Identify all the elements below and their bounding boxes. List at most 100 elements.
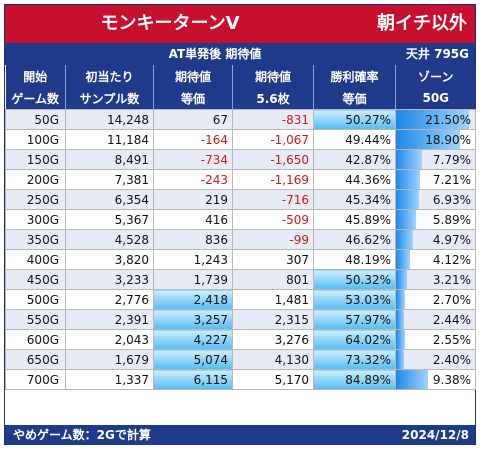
start-game-cell-value: 250G	[26, 192, 59, 207]
win-rate-cell: 44.36%	[313, 169, 396, 190]
win-rate-cell-value: 50.27%	[345, 112, 391, 127]
header-samples: 初当たり	[65, 65, 154, 87]
start-game-cell-value: 150G	[26, 152, 59, 167]
ev-56-cell: 2,315	[232, 309, 314, 330]
zone-cell-value: 2.44%	[432, 312, 471, 327]
win-rate-cell: 57.97%	[313, 309, 396, 330]
zone-cell: 2.44%	[395, 309, 476, 330]
win-rate-cell: 50.32%	[313, 269, 396, 290]
zone-rate-bar	[396, 250, 410, 269]
start-game-cell-value: 550G	[26, 312, 59, 327]
footer-bar: やめゲーム数：2Gで計算 2024/12/8	[5, 425, 475, 445]
zone-cell: 9.38%	[395, 369, 476, 390]
ev-equal-cell-value: 5,074	[193, 352, 228, 367]
ev-equal-cell: 67	[153, 109, 233, 130]
samples-cell-value: 6,354	[114, 192, 149, 207]
ev-56-cell: 3,276	[232, 329, 314, 350]
win-rate-cell: 46.62%	[313, 229, 396, 250]
ev-equal-cell-value: 3,257	[193, 312, 228, 327]
table-row: 600G 2,043 4,227 3,276 64.02% 2.55%	[5, 329, 476, 350]
win-rate-cell-value: 57.97%	[345, 312, 391, 327]
win-rate-cell-value: 53.03%	[345, 292, 391, 307]
zone-rate-bar	[396, 330, 405, 349]
table-row: 400G 3,820 1,243 307 48.19% 4.12%	[5, 249, 476, 270]
win-rate-cell: 50.27%	[313, 109, 396, 130]
table-row: 300G 5,367 416 -509 45.89% 5.89%	[5, 209, 476, 230]
win-rate-cell-value: 45.34%	[345, 192, 391, 207]
zone-cell-value: 2.55%	[432, 332, 471, 347]
zone-rate-bar	[396, 370, 428, 389]
zone-rate-bar	[396, 110, 469, 129]
title-bar: モンキーターンV 朝イチ以外	[5, 5, 475, 43]
samples-cell: 11,184	[65, 129, 154, 150]
ev-56-cell: -1,650	[232, 149, 314, 170]
win-rate-cell: 64.02%	[313, 329, 396, 350]
samples-cell-value: 1,679	[114, 352, 149, 367]
header-ev-equal: 期待値	[153, 65, 233, 87]
start-game-cell: 200G	[5, 169, 66, 190]
expected-value-sheet: モンキーターンV 朝イチ以外 AT単発後 期待値 天井 795G 開始 初当たり…	[4, 4, 476, 445]
ceiling-label: 天井 795G	[405, 47, 469, 61]
zone-cell-value: 4.12%	[432, 252, 471, 267]
ev-56-cell-value: -509	[281, 212, 309, 227]
zone-cell-value: 18.90%	[425, 132, 471, 147]
win-rate-cell-value: 45.89%	[345, 212, 391, 227]
zone-cell: 21.50%	[395, 109, 476, 130]
section-bar: AT単発後 期待値 天井 795G	[5, 43, 475, 65]
zone-cell-value: 4.97%	[432, 232, 471, 247]
header-row-1: 開始 初当たり 期待値 期待値 勝利確率 ゾーン	[5, 65, 476, 87]
samples-cell: 14,248	[65, 109, 154, 130]
samples-cell: 7,381	[65, 169, 154, 190]
zone-cell-value: 6.93%	[432, 192, 471, 207]
ev-56-cell: -831	[232, 109, 314, 130]
start-game-cell: 700G	[5, 369, 66, 390]
header-ev-equal-sub: 等価	[153, 87, 233, 110]
ev-equal-cell-value: 1,739	[193, 272, 228, 287]
table-row: 50G 14,248 67 -831 50.27% 21.50%	[5, 109, 476, 130]
zone-cell: 5.89%	[395, 209, 476, 230]
win-rate-cell: 49.44%	[313, 129, 396, 150]
ev-56-cell-value: -99	[289, 232, 309, 247]
zone-cell: 2.70%	[395, 289, 476, 310]
zone-cell: 7.21%	[395, 169, 476, 190]
win-rate-cell-value: 50.32%	[345, 272, 391, 287]
zone-cell-value: 3.21%	[432, 272, 471, 287]
table-row: 100G 11,184 -164 -1,067 49.44% 18.90%	[5, 129, 476, 150]
samples-cell: 2,776	[65, 289, 154, 310]
start-game-cell: 550G	[5, 309, 66, 330]
ev-equal-cell: 219	[153, 189, 233, 210]
ev-56-cell-value: -831	[281, 112, 309, 127]
ev-equal-cell: 5,074	[153, 349, 233, 370]
ev-56-cell: -99	[232, 229, 314, 250]
ev-equal-cell-value: -164	[200, 132, 228, 147]
zone-cell: 18.90%	[395, 129, 476, 150]
samples-cell-value: 4,528	[114, 232, 149, 247]
samples-cell-value: 1,337	[114, 372, 149, 387]
ev-56-cell: 5,170	[232, 369, 314, 390]
zone-rate-bar	[396, 190, 420, 209]
ev-56-cell-value: 3,276	[274, 332, 309, 347]
ev-equal-cell: 6,115	[153, 369, 233, 390]
samples-cell: 3,233	[65, 269, 154, 290]
table-row: 200G 7,381 -243 -1,169 44.36% 7.21%	[5, 169, 476, 190]
ev-equal-cell: 836	[153, 229, 233, 250]
header-zone: ゾーン	[395, 65, 476, 87]
start-game-cell-value: 100G	[26, 132, 59, 147]
zone-cell-value: 2.40%	[432, 352, 471, 367]
start-game-cell-value: 350G	[26, 232, 59, 247]
win-rate-cell-value: 73.32%	[345, 352, 391, 367]
samples-cell: 3,820	[65, 249, 154, 270]
samples-cell: 1,337	[65, 369, 154, 390]
ev-56-cell: 307	[232, 249, 314, 270]
zone-cell-value: 9.38%	[432, 372, 471, 387]
win-rate-cell: 84.89%	[313, 369, 396, 390]
samples-cell: 4,528	[65, 229, 154, 250]
ev-equal-cell: 3,257	[153, 309, 233, 330]
start-game-cell: 50G	[5, 109, 66, 130]
header-start-game: 開始	[5, 65, 66, 87]
ev-56-cell: 1,481	[232, 289, 314, 310]
samples-cell-value: 2,043	[114, 332, 149, 347]
table-body: 50G 14,248 67 -831 50.27% 21.50% 100G 11,184 -16…	[5, 109, 476, 390]
win-rate-cell: 45.34%	[313, 189, 396, 210]
samples-cell-value: 11,184	[107, 132, 149, 147]
